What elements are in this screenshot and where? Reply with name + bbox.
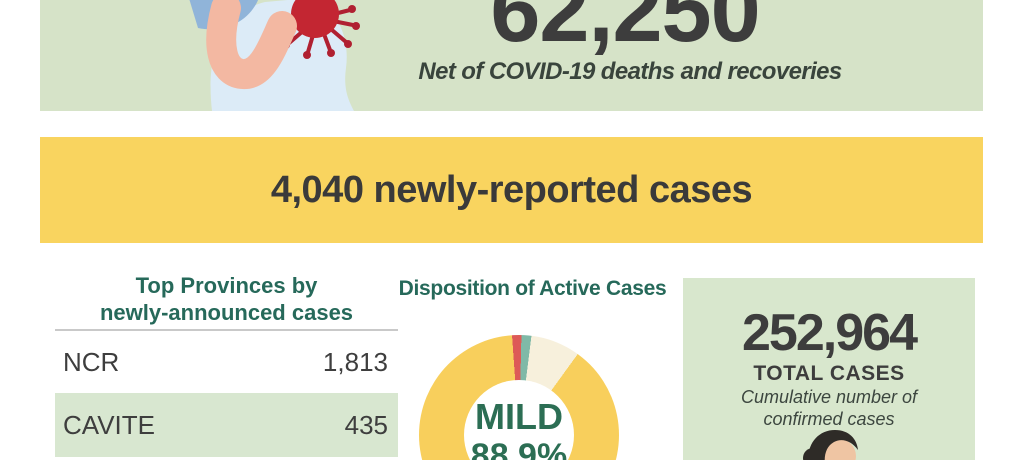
province-value: 1,813 [322, 346, 388, 377]
donut-hole [464, 380, 574, 460]
total-cases-caption: Cumulative number of confirmed cases [740, 387, 918, 429]
provinces-title-line1: Top Provinces by [135, 273, 318, 298]
total-cases-panel: 252,964 TOTAL CASES Cumulative number of… [683, 278, 975, 460]
province-name: NCR [63, 346, 120, 377]
person-icon [803, 430, 858, 460]
table-row: NCR 1,813 [55, 331, 398, 393]
healthcare-worker-illustration [189, 0, 360, 111]
new-cases-value: 4,040 [270, 168, 364, 211]
active-cases-caption: Net of COVID-19 deaths and recoveries [418, 58, 842, 85]
province-name: CAVITE [63, 409, 155, 440]
total-cases-label: TOTAL CASES [753, 362, 905, 385]
province-value: 435 [344, 409, 388, 440]
virus-icon [291, 0, 339, 38]
new-cases-label: newly-reported cases [373, 168, 753, 211]
disposition-title: Disposition of Active Cases [398, 277, 667, 300]
new-cases-text: 4,040 newly-reported cases [270, 168, 753, 212]
arm-shape [206, 0, 297, 89]
provinces-title-line2: newly-announced cases [99, 300, 354, 325]
total-cases-value: 252,964 [742, 304, 918, 362]
donut-center-label: MILD [475, 396, 563, 437]
donut-center-value: 88.9% [470, 437, 568, 460]
active-cases-value: 62,250 [490, 0, 760, 61]
active-cases-panel: 62,250 Net of COVID-19 deaths and recove… [40, 0, 983, 111]
provinces-divider [55, 329, 398, 331]
table-row: CAVITE 435 [55, 393, 398, 457]
new-cases-banner: 4,040 newly-reported cases [40, 137, 983, 243]
provinces-title: Top Provinces by newly-announced cases [55, 272, 398, 326]
